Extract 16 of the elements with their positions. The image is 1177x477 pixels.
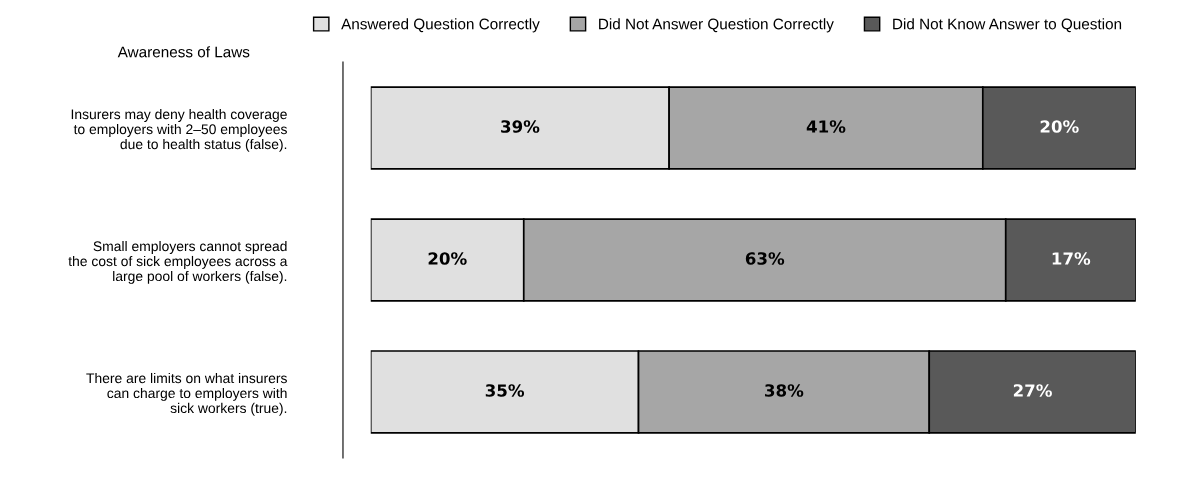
legend-label: Did Not Answer Question Correctly bbox=[599, 18, 834, 33]
legend-label: Answered Question Correctly bbox=[341, 18, 540, 33]
y-tick-label: There are limits on what insurers can charge to employers with sick workers (true). bbox=[86, 372, 287, 416]
data-label: 39% bbox=[501, 120, 540, 133]
data-label: 41% bbox=[806, 120, 846, 133]
text: Awareness of Laws bbox=[117, 46, 250, 58]
data-label: 20% bbox=[428, 252, 467, 265]
data-label: 63% bbox=[745, 252, 785, 265]
y-tick-label: Small employers cannot spread the cost of sick employees across a large pool of workers (false). bbox=[68, 240, 288, 284]
data-label: 38% bbox=[765, 384, 804, 397]
data-label: 17% bbox=[1052, 252, 1091, 265]
data-label: 27% bbox=[1013, 384, 1052, 397]
data-label: 35% bbox=[485, 384, 525, 397]
legend-label: Did Not Know Answer to Question bbox=[893, 18, 1122, 33]
data-label: 20% bbox=[1040, 120, 1079, 133]
y-tick-label: Insurers may deny health coverage to employers with 2–50 employees due to health status (false). bbox=[71, 109, 287, 152]
